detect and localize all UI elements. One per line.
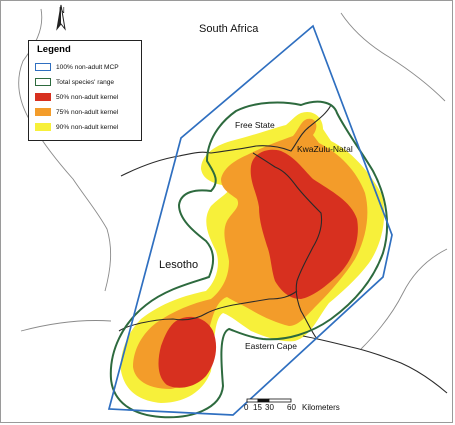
legend-swatch-range — [35, 78, 51, 86]
kernel-50 — [158, 149, 358, 388]
coastline — [360, 248, 448, 350]
north-arrow — [50, 3, 72, 35]
legend-swatch-mcp — [35, 63, 51, 71]
legend-item-range: Total species' range — [35, 76, 114, 88]
scale-tick-0: 0 — [244, 403, 249, 412]
coastline — [340, 12, 446, 102]
scale-unit: Kilometers — [302, 403, 340, 412]
legend-item-mcp: 100% non-adult MCP — [35, 61, 119, 73]
legend-swatch-kernel-90 — [35, 123, 51, 131]
label-lesotho: Lesotho — [159, 259, 199, 271]
border-line — [120, 104, 332, 177]
legend-item-kernel-90: 90% non-adult kernel — [35, 121, 118, 133]
coastline — [20, 320, 112, 332]
legend-swatch-kernel-50 — [35, 93, 51, 101]
scale-tick-15: 15 — [253, 403, 262, 412]
legend-title: Legend — [37, 44, 71, 55]
border-line — [302, 335, 448, 394]
scale-tick-30: 30 — [265, 403, 274, 412]
mcp-100 — [107, 24, 393, 416]
north-arrow-icon — [56, 4, 66, 31]
label-kwazulu-natal: KwaZulu-Natal — [297, 144, 353, 154]
total-species-range — [109, 100, 389, 419]
north-arrow-label: N — [59, 6, 65, 15]
border-line — [118, 290, 298, 332]
legend-item-kernel-50: 50% non-adult kernel — [35, 91, 118, 103]
legend-swatch-kernel-75 — [35, 108, 51, 116]
label-free-state: Free State — [235, 120, 275, 130]
scale-tick-60: 60 — [287, 403, 296, 412]
coastline — [18, 8, 112, 292]
label-eastern-cape: Eastern Cape — [245, 341, 297, 351]
border-line — [252, 152, 323, 340]
legend-item-kernel-75: 75% non-adult kernel — [35, 106, 118, 118]
label-south-africa: South Africa — [199, 23, 259, 35]
legend: Legend 100% non-adult MCP Total species'… — [28, 40, 142, 141]
